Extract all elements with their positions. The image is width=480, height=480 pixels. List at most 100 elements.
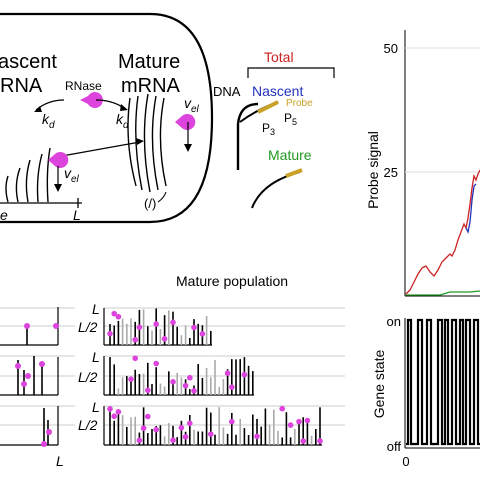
vel-right-label: vel [184,95,200,115]
probe-ylabel: Probe signal [365,131,381,209]
ribosome-dot [178,424,185,431]
probe-label: Probe [286,98,313,109]
ribosome-dot [140,425,147,432]
mature-label-line1: Mature [118,51,180,73]
gene-ylabel: Gene state [371,350,387,419]
kd-right-label: kd [116,111,129,131]
ribosome-dot [224,370,231,377]
ribosome-dot [191,388,197,394]
population-title: Mature population [176,273,288,289]
empty-set-symbol: (/) [144,196,156,211]
xtick-zero-label: 0 [402,454,409,469]
ribosome-dot [136,437,143,444]
nascent-rnase-icon [48,151,69,168]
row2-top-label: L [92,349,100,365]
rnase-icon [80,92,103,108]
mature-mrna-strands [127,93,167,193]
dna-label: DNA [213,84,241,99]
row1-top-label: L [92,301,100,317]
ribosome-dot [111,413,117,420]
row3-mid-label: L/2 [78,417,98,433]
cell-outline [0,12,214,224]
nascent-label-line2: RNA [0,75,43,97]
ribosome-dot [132,336,138,343]
ribosome-dot [296,418,302,425]
ribosome-dot [145,413,151,420]
ribosome-dot [111,310,117,317]
arrow-head-vel-left-icon [54,184,62,192]
arrow-head-export-icon [136,138,144,145]
cell-diagram: ascent RNA Mature mRNA RNase kd kd vel (… [0,12,214,224]
total-label: Total [264,49,294,65]
ribosome-dot [170,379,176,385]
row1-mid-label: L/2 [78,319,98,335]
decay-arrow [157,191,167,203]
mature-probe [285,168,303,178]
gene-state-chart: on off 0 Gene state [371,314,480,469]
mature-rnase-core-icon [169,119,175,125]
ribosome-dot [107,330,113,337]
nascent-strands [5,147,51,203]
population-rows [103,307,345,446]
left-panel-1 [0,307,75,346]
ribosome-dot [300,438,307,444]
row2-mid-label: L/2 [78,369,98,385]
nascent-label-line1: ascent [0,51,57,73]
arrow-head-left-icon [34,106,42,112]
mature-label: Mature [268,147,312,163]
ytick-25-label: 25 [384,165,398,180]
dna-strand [236,102,259,170]
ribosome-dot [279,405,286,412]
row3-top-label: L [92,399,100,415]
nascent-probe [257,100,279,114]
ribosome-dot [115,313,122,320]
ribosome-dot [187,374,193,381]
ribosome-dot [254,433,260,440]
probe-diagram: Total DNA Nascent Probe P3 P5 Mature [213,49,335,209]
ribosome-dot [170,437,176,443]
kd-left-label: kd [42,111,55,131]
ribosome-dot [182,434,189,440]
gene-state-trace [406,318,480,446]
ribosome-dot [187,420,193,427]
vel-left-label: vel [64,165,80,185]
mature-rnase-icon [175,114,196,130]
ytick-off-label: off [387,439,402,454]
nascent-rnase-core-icon [42,157,48,163]
p5-label: P5 [284,111,297,127]
ribosome-dot [317,438,323,444]
ribosome-dot [153,321,159,327]
p3-label: P3 [262,121,275,137]
ribosome-dot [229,418,235,425]
ribosome-dot [229,384,235,390]
gene-axis-partial-label: e [0,207,8,223]
ribosome-dot [287,422,294,428]
ribosome-dot [170,319,176,326]
ribosome-dot [191,324,197,331]
probe-signal-chart: 50 25 Probe signal [365,30,480,297]
ytick-50-label: 50 [384,41,398,56]
ribosome-dot [304,417,311,424]
nascent-label: Nascent [252,83,303,99]
gene-axis-end-label: L [73,207,81,223]
left-partial-panels: L [0,307,75,469]
ribosome-dot [136,324,143,331]
ribosome-dot [182,382,189,389]
mature-label-line2: mRNA [121,75,181,97]
export-arrow [61,141,141,157]
ribosome-dot [161,335,168,342]
left-x-label: L [56,453,64,469]
ribosome-dot [241,371,248,378]
left-panel-3 [0,405,75,447]
ribosome-dot [128,376,134,382]
nascent-signal-line [465,183,477,234]
total-signal-line [405,169,480,295]
ribosome-dot [115,409,122,415]
rnase-label: RNase [65,79,102,93]
rnase-core-icon [75,98,81,104]
left-panel-2 [0,355,75,396]
arrow-head-vel-right-icon [184,144,192,152]
ribosome-dot [208,431,214,437]
arrow-head-right-icon [120,104,128,111]
total-bracket [247,67,335,78]
